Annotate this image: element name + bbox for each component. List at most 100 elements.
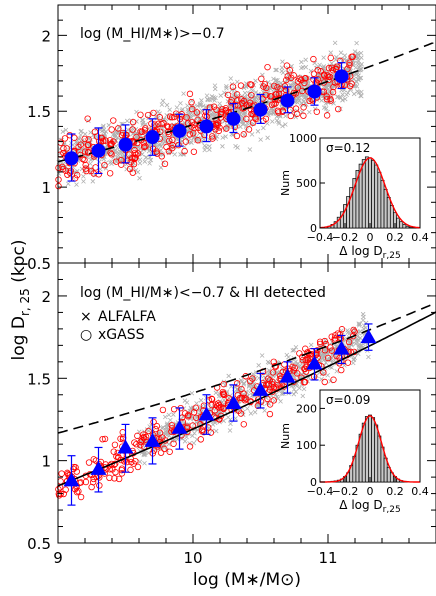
top-alfalfa-point xyxy=(312,106,318,112)
bot-xgass-point xyxy=(111,441,119,449)
bot-alfalfa-point xyxy=(328,378,333,384)
top-alfalfa-point xyxy=(167,107,172,112)
top-alfalfa-point xyxy=(180,151,186,157)
bot-xgass-point xyxy=(214,400,222,407)
bot-xgass-point xyxy=(269,369,277,376)
top-xgass-point xyxy=(294,78,302,85)
top-scatter-points xyxy=(55,40,364,190)
top-xgass-point xyxy=(294,84,302,91)
top-xgass-point xyxy=(63,145,71,152)
top-xgass-point xyxy=(160,120,167,127)
bot-inset-x-tick-label: −0.2 xyxy=(332,485,359,498)
top-xgass-point xyxy=(238,96,245,103)
top-inset-xlabel-main: Δ log D xyxy=(339,244,382,258)
top-alfalfa-point xyxy=(265,80,271,85)
top-alfalfa-point xyxy=(335,94,340,100)
bot-xgass-point xyxy=(344,359,352,366)
bot-solid-fit-line xyxy=(57,311,436,487)
top-alfalfa-point xyxy=(82,131,88,137)
bot-xgass-point xyxy=(306,355,313,362)
top-xgass-point xyxy=(133,133,140,141)
bot-inset-xlabel-sub: r,25 xyxy=(383,505,401,515)
top-alfalfa-point xyxy=(244,123,249,129)
top-alfalfa-point xyxy=(207,97,213,103)
top-xgass-point xyxy=(126,151,133,158)
bot-alfalfa-point xyxy=(184,400,190,405)
top-xgass-point xyxy=(150,109,157,117)
top-median-marker xyxy=(145,130,160,145)
top-alfalfa-point xyxy=(228,76,234,81)
top-xgass-point xyxy=(327,95,334,103)
top-alfalfa-point xyxy=(353,53,359,58)
top-alfalfa-point xyxy=(159,102,165,107)
top-xgass-point xyxy=(284,73,291,80)
bottom-panel-annotation: log (M_HI/M∗)<−0.7 & HI detected xyxy=(80,285,326,301)
top-xgass-point xyxy=(181,148,188,155)
top-alfalfa-point xyxy=(142,159,148,164)
top-alfalfa-point xyxy=(293,114,298,120)
bot-xgass-point xyxy=(184,413,192,420)
top-alfalfa-point xyxy=(91,132,96,138)
top-xgass-point xyxy=(190,148,198,155)
top-alfalfa-point xyxy=(139,117,145,123)
bot-xgass-point xyxy=(150,418,157,426)
bot-inset-gaussian xyxy=(320,415,420,483)
legend-label-alfalfa: ALFALFA xyxy=(98,309,156,325)
bot-inset-x-tick-label: 0.4 xyxy=(411,485,429,498)
top-alfalfa-point xyxy=(86,118,91,124)
top-alfalfa-point xyxy=(303,64,309,70)
top-inset-y-tick-label: 0 xyxy=(310,222,317,235)
bot-xgass-point xyxy=(134,463,142,471)
bot-alfalfa-point xyxy=(262,408,267,413)
top-xgass-point xyxy=(161,160,169,168)
top-alfalfa-point xyxy=(298,91,303,97)
top-alfalfa-point xyxy=(109,159,114,164)
top-xgass-point xyxy=(234,102,242,109)
top-alfalfa-point xyxy=(81,179,86,184)
bot-xgass-point xyxy=(330,376,337,383)
top-alfalfa-point xyxy=(96,159,102,165)
top-median-marker xyxy=(91,143,106,158)
top-alfalfa-point xyxy=(212,98,217,103)
x-axis-label: log (M∗/M⊙) xyxy=(193,570,301,590)
top-inset-ylabel: Num xyxy=(279,170,292,196)
top-inset-bar xyxy=(371,160,376,229)
bot-alfalfa-point xyxy=(294,362,300,368)
top-alfalfa-point xyxy=(174,105,180,110)
bot-xgass-point xyxy=(155,435,163,443)
bot-alfalfa-point xyxy=(184,434,189,440)
bot-alfalfa-point xyxy=(360,311,366,317)
bot-xgass-point xyxy=(140,433,147,441)
bot-alfalfa-point xyxy=(250,371,256,377)
top-alfalfa-point xyxy=(78,132,83,138)
top-alfalfa-point xyxy=(317,62,322,68)
top-inset-bar xyxy=(386,197,391,229)
top-xgass-point xyxy=(129,118,137,126)
bot-alfalfa-point xyxy=(248,411,254,416)
top-alfalfa-point xyxy=(247,118,252,124)
top-alfalfa-point xyxy=(224,85,229,91)
bot-inset-y-tick-label: 100 xyxy=(296,439,317,452)
bot-alfalfa-point xyxy=(265,359,271,365)
bot-xgass-point xyxy=(170,405,178,413)
top-xgass-point xyxy=(202,108,210,116)
bottom-axis-ticks: 0.5 1 1.5 2 xyxy=(27,262,436,553)
bot-xgass-point xyxy=(334,330,341,337)
bot-inset-xlabel-main: Δ log D xyxy=(339,498,382,512)
top-xgass-point xyxy=(85,136,92,143)
bot-xgass-point xyxy=(268,380,276,388)
top-xgass-point xyxy=(275,109,282,116)
bot-xgass-point xyxy=(304,356,311,364)
top-inset-y-tick-label: 1000 xyxy=(289,132,317,145)
top-y-tick-label: 2 xyxy=(41,27,51,45)
top-alfalfa-point xyxy=(295,100,300,105)
top-xgass-point xyxy=(101,161,108,169)
bot-alfalfa-point xyxy=(241,382,247,387)
top-xgass-point xyxy=(84,115,91,122)
top-alfalfa-point xyxy=(332,40,338,46)
top-inset-bar xyxy=(377,171,382,229)
top-xgass-point xyxy=(329,89,337,96)
top-xgass-point xyxy=(248,91,255,99)
top-alfalfa-point xyxy=(223,126,229,131)
bot-xgass-point xyxy=(350,326,357,334)
